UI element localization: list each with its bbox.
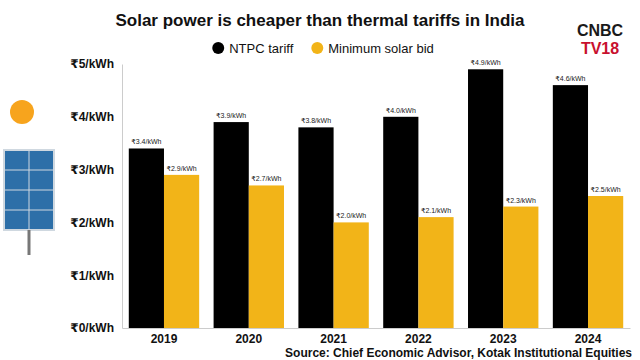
axis-line bbox=[122, 65, 123, 329]
bars bbox=[129, 69, 623, 328]
tick-label: ₹2/kWh bbox=[70, 216, 114, 230]
legend-swatch bbox=[212, 42, 224, 54]
y-axis: ₹0/kWh ₹1/kWh ₹2/kWh ₹3/kWh ₹4/kWh ₹5/kWh bbox=[70, 57, 122, 335]
axis-line bbox=[123, 328, 631, 329]
tick: 2023 bbox=[490, 328, 517, 346]
solar-panel bbox=[4, 150, 54, 255]
tick-label: ₹1/kWh bbox=[70, 269, 114, 283]
tick-label: ₹4/kWh bbox=[70, 110, 114, 124]
panel-stand bbox=[28, 230, 31, 255]
data-label: ₹4.6/kWh bbox=[555, 75, 585, 82]
chart: Solar power is cheaper than thermal tari… bbox=[0, 0, 640, 360]
tick: ₹0/kWh bbox=[70, 321, 122, 335]
bar bbox=[214, 122, 249, 328]
data-label: ₹4.0/kWh bbox=[386, 107, 416, 114]
logo: CNBCTV18 bbox=[577, 22, 624, 57]
decoration bbox=[4, 100, 54, 255]
data-label: ₹3.4/kWh bbox=[131, 138, 161, 145]
tick: 2020 bbox=[235, 328, 262, 346]
data-label: ₹2.9/kWh bbox=[167, 165, 197, 172]
tick-label: 2020 bbox=[235, 332, 262, 346]
x-axis: 2019 2020 2021 2022 2023 2024 bbox=[123, 328, 631, 346]
data-label: ₹2.1/kWh bbox=[421, 207, 451, 214]
data-label: ₹3.9/kWh bbox=[216, 112, 246, 119]
panel-frame bbox=[4, 150, 54, 230]
bar bbox=[468, 69, 503, 328]
sun bbox=[10, 100, 34, 124]
tick: 2019 bbox=[151, 328, 178, 346]
tick-label: ₹5/kWh bbox=[70, 57, 114, 71]
bar bbox=[298, 127, 333, 328]
title: Solar power is cheaper than thermal tari… bbox=[115, 11, 525, 30]
data-label: ₹3.8/kWh bbox=[301, 117, 331, 124]
data-labels: ₹3.4/kWh ₹3.9/kWh ₹3.8/kWh ₹4.0/kWh ₹4.9/kWh… bbox=[131, 59, 620, 219]
tick: 2022 bbox=[405, 328, 432, 346]
tick-label: 2024 bbox=[575, 332, 602, 346]
tick: ₹2/kWh bbox=[70, 216, 122, 230]
tick: ₹3/kWh bbox=[70, 163, 122, 177]
logo-text: TV18 bbox=[581, 40, 619, 57]
legend-swatch bbox=[311, 42, 323, 54]
tick: ₹1/kWh bbox=[70, 269, 122, 283]
bar bbox=[588, 196, 623, 328]
tick-label: ₹3/kWh bbox=[70, 163, 114, 177]
bar bbox=[164, 175, 199, 328]
bar bbox=[503, 207, 538, 328]
legend-label: Minimum solar bid bbox=[328, 41, 433, 56]
data-label: ₹2.3/kWh bbox=[506, 197, 536, 204]
legend-item: Minimum solar bid bbox=[311, 41, 433, 56]
tick: 2024 bbox=[575, 328, 602, 346]
tick: ₹5/kWh bbox=[70, 57, 122, 71]
tick-label: 2022 bbox=[405, 332, 432, 346]
data-label: ₹2.5/kWh bbox=[591, 186, 621, 193]
tick: 2021 bbox=[320, 328, 347, 346]
tick-label: 2019 bbox=[151, 332, 178, 346]
bar bbox=[334, 222, 369, 328]
panel-line bbox=[29, 150, 30, 230]
legend: NTPC tariff Minimum solar bid bbox=[212, 41, 434, 56]
bar bbox=[249, 185, 284, 328]
bar bbox=[129, 148, 164, 328]
tick-label: 2021 bbox=[320, 332, 347, 346]
logo-text: CNBC bbox=[577, 22, 624, 39]
bar bbox=[418, 217, 453, 328]
bar bbox=[383, 117, 418, 328]
data-label: ₹2.7/kWh bbox=[251, 175, 281, 182]
data-label: ₹4.9/kWh bbox=[471, 59, 501, 66]
tick-label: ₹0/kWh bbox=[70, 321, 114, 335]
legend-label: NTPC tariff bbox=[229, 41, 293, 56]
bar bbox=[553, 85, 588, 328]
tick-label: 2023 bbox=[490, 332, 517, 346]
legend-item: NTPC tariff bbox=[212, 41, 293, 56]
tick: ₹4/kWh bbox=[70, 110, 122, 124]
data-label: ₹2.0/kWh bbox=[336, 212, 366, 219]
source: Source: Chief Economic Advisor, Kotak In… bbox=[285, 346, 632, 360]
